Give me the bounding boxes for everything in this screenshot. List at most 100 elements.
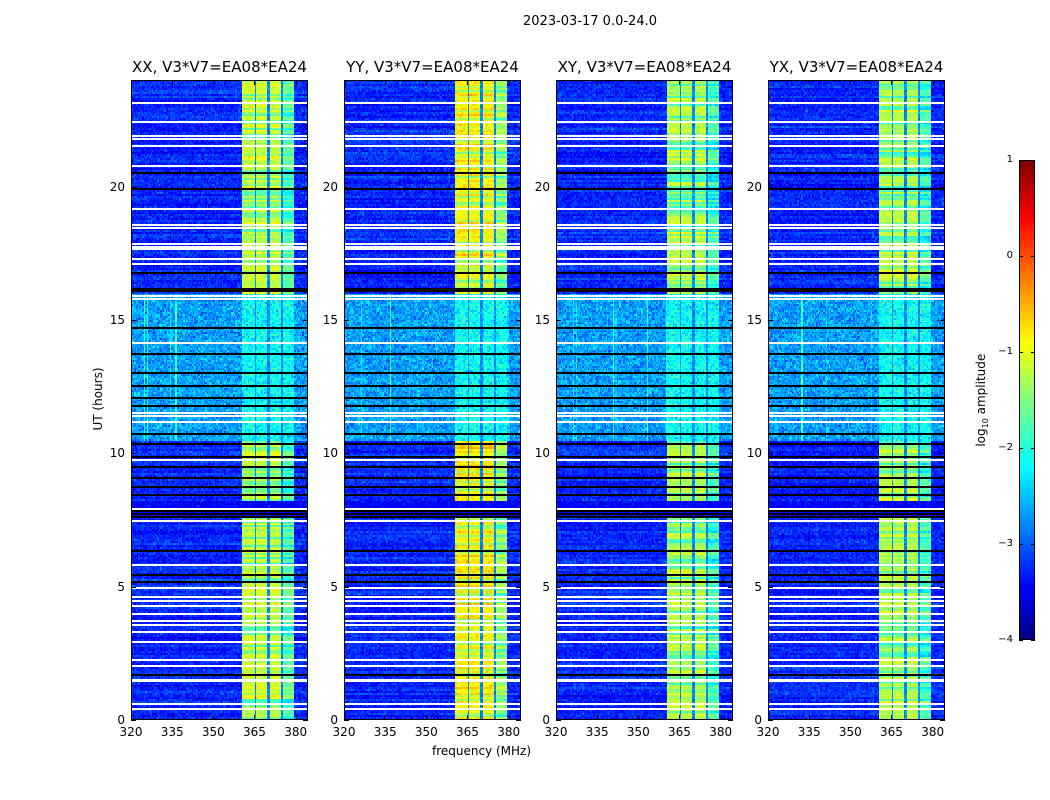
x-tick-label: 365 <box>456 725 479 739</box>
y-tick <box>768 453 773 455</box>
x-tick <box>254 80 256 85</box>
x-tick <box>556 80 557 85</box>
x-tick-label: 350 <box>414 725 438 739</box>
x-tick-label: 380 <box>497 725 521 739</box>
y-tick-label: 10 <box>534 446 550 461</box>
x-tick <box>638 80 640 85</box>
y-tick <box>303 186 308 188</box>
y-tick <box>131 586 136 588</box>
y-tick <box>728 186 733 188</box>
x-tick-label: 335 <box>585 725 609 739</box>
x-tick <box>131 80 132 85</box>
x-tick-label: 365 <box>668 725 691 739</box>
y-tick-label: 20 <box>322 179 338 194</box>
x-tick <box>467 715 469 720</box>
colorbar-tick-label: −3 <box>998 538 1013 549</box>
x-tick <box>720 80 722 85</box>
y-tick <box>768 320 773 321</box>
x-tick-label: 380 <box>709 725 733 739</box>
x-tick-label: 350 <box>626 725 650 739</box>
y-tick-label: 5 <box>754 579 762 594</box>
colorbar-tick <box>1031 640 1035 641</box>
colorbar-tick <box>1019 256 1023 257</box>
x-tick-label: 380 <box>284 725 308 739</box>
colorbar-tick <box>1031 160 1035 161</box>
x-tick-label: 320 <box>544 725 568 739</box>
x-tick <box>131 715 132 720</box>
x-tick <box>768 715 769 720</box>
spectrogram-xx <box>131 80 308 720</box>
x-tick <box>679 715 681 720</box>
y-tick <box>131 320 136 321</box>
figure-title: 2023-03-17 0.0-24.0 <box>523 14 657 29</box>
spectrogram-yy <box>344 80 521 720</box>
heatmap-canvas <box>345 81 520 719</box>
colorbar-tick <box>1019 160 1023 161</box>
x-tick <box>720 715 722 720</box>
x-tick-label: 320 <box>756 725 780 739</box>
heatmap-canvas <box>132 81 307 719</box>
x-tick <box>426 715 428 720</box>
x-tick-label: 320 <box>119 725 143 739</box>
x-tick <box>809 80 811 85</box>
x-tick-label: 335 <box>797 725 821 739</box>
y-tick-label: 5 <box>330 579 338 594</box>
y-tick <box>728 720 733 721</box>
y-tick <box>516 453 521 455</box>
y-tick <box>516 720 521 721</box>
x-tick <box>891 715 893 720</box>
x-tick <box>172 715 174 720</box>
y-tick-label: 20 <box>746 179 762 194</box>
x-tick-label: 365 <box>880 725 903 739</box>
x-tick <box>467 80 469 85</box>
heatmap-canvas <box>769 81 944 719</box>
x-tick <box>295 715 297 720</box>
y-tick <box>728 586 733 588</box>
y-tick-label: 15 <box>109 313 125 327</box>
y-tick <box>131 186 136 188</box>
y-tick <box>303 453 308 455</box>
x-tick-label: 335 <box>160 725 184 739</box>
heatmap-canvas <box>557 81 732 719</box>
y-tick <box>344 320 349 321</box>
x-tick <box>344 80 345 85</box>
x-tick <box>295 80 297 85</box>
x-tick <box>891 80 893 85</box>
y-tick <box>516 586 521 588</box>
x-tick <box>850 80 852 85</box>
colorbar-tick <box>1031 352 1035 353</box>
spectrogram-xy <box>556 80 733 720</box>
y-tick <box>516 320 521 321</box>
y-tick-label: 5 <box>542 579 550 594</box>
x-tick <box>254 715 256 720</box>
colorbar-tick <box>1031 448 1035 449</box>
x-tick <box>213 80 215 85</box>
y-tick-label: 0 <box>330 713 338 727</box>
y-tick-label: 10 <box>109 446 125 461</box>
y-tick <box>344 586 349 588</box>
x-axis-label: frequency (MHz) <box>432 744 532 758</box>
colorbar-tick <box>1031 256 1035 257</box>
y-axis-label: UT (hours) <box>91 367 105 431</box>
x-tick <box>508 80 510 85</box>
panel-title-yy: YY, V3*V7=EA08*EA24 <box>346 58 519 76</box>
x-tick <box>508 715 510 720</box>
x-tick <box>932 80 934 85</box>
panel-title-xy: XY, V3*V7=EA08*EA24 <box>557 58 732 76</box>
y-tick <box>303 720 308 721</box>
x-tick-label: 350 <box>838 725 862 739</box>
x-tick <box>597 80 599 85</box>
colorbar-tick-label: −2 <box>998 442 1013 453</box>
x-tick-label: 365 <box>243 725 266 739</box>
x-tick <box>426 80 428 85</box>
x-tick <box>385 715 387 720</box>
panel-title-yx: YX, V3*V7=EA08*EA24 <box>769 58 944 76</box>
y-tick-label: 0 <box>754 713 762 727</box>
x-tick-label: 335 <box>373 725 397 739</box>
x-tick-label: 320 <box>332 725 356 739</box>
x-tick <box>556 715 557 720</box>
y-tick <box>344 720 349 721</box>
y-tick-label: 5 <box>117 579 125 594</box>
colorbar-tick <box>1031 544 1035 545</box>
